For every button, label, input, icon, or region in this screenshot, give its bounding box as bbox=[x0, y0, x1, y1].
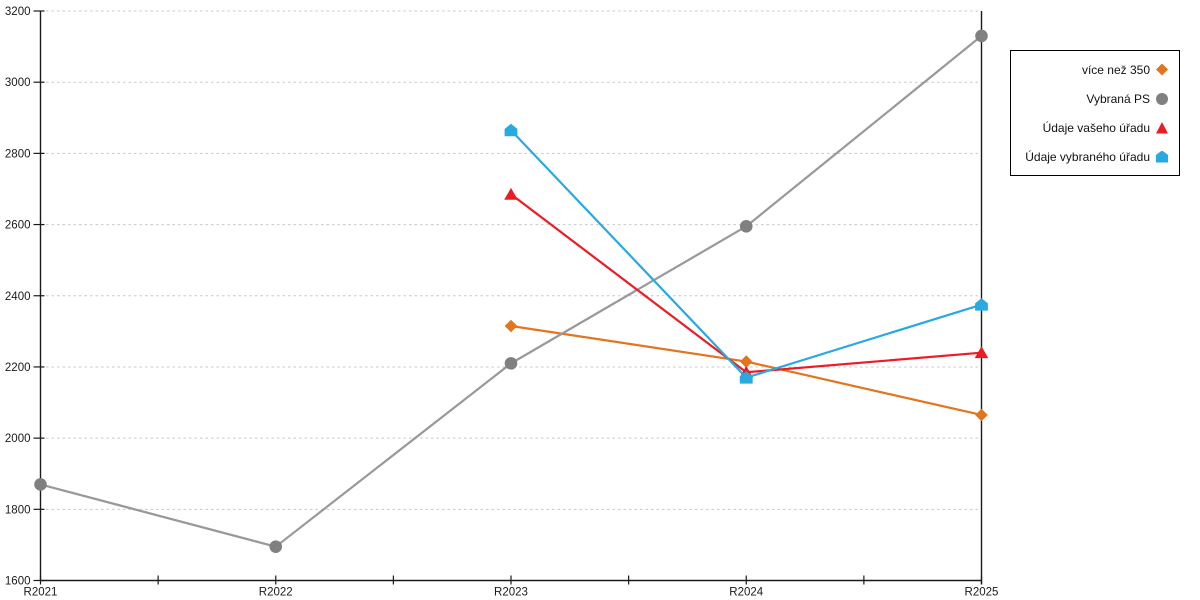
x-axis-label: R2025 bbox=[965, 587, 999, 599]
legend-item-udaje-vaseho-uradu[interactable]: Údaje vašeho úřadu bbox=[1011, 113, 1179, 142]
data-point-pentagon-icon[interactable] bbox=[504, 123, 518, 137]
y-axis-label: 2400 bbox=[5, 291, 31, 303]
y-axis-label: 2800 bbox=[5, 148, 31, 160]
data-point-triangle-icon[interactable] bbox=[974, 346, 989, 359]
data-point-pentagon-icon[interactable] bbox=[739, 371, 753, 384]
data-point-circle-icon[interactable] bbox=[739, 220, 753, 233]
data-point-circle-icon[interactable] bbox=[975, 29, 988, 43]
x-axis-label: R2024 bbox=[729, 587, 763, 599]
legend-label: Vybraná PS bbox=[1086, 91, 1150, 106]
circle-icon bbox=[1156, 92, 1168, 105]
legend-label: více než 350 bbox=[1081, 62, 1150, 77]
data-point-circle-icon[interactable] bbox=[504, 357, 518, 370]
y-axis-label: 1600 bbox=[5, 576, 31, 588]
data-point-diamond-icon[interactable] bbox=[975, 408, 988, 422]
legend-label: Údaje vašeho úřadu bbox=[1042, 120, 1150, 135]
y-axis-label: 3000 bbox=[5, 77, 31, 89]
data-point-pentagon-icon[interactable] bbox=[975, 298, 988, 311]
y-axis-label: 3200 bbox=[5, 6, 31, 18]
diamond-icon bbox=[1156, 63, 1168, 76]
series-line-vybrana-ps bbox=[39, 34, 983, 548]
legend-item-udaje-vybraneho-uradu[interactable]: Údaje vybraného úřadu bbox=[1011, 142, 1179, 171]
series-line-udaje-vybraneho-uradu bbox=[509, 129, 983, 379]
legend-item-vybrana-ps[interactable]: Vybraná PS bbox=[1011, 84, 1179, 113]
x-axis-label: R2021 bbox=[24, 587, 58, 599]
data-point-circle-icon[interactable] bbox=[269, 540, 283, 553]
legend-item-vice-nez-350[interactable]: více než 350 bbox=[1011, 55, 1179, 84]
data-point-diamond-icon[interactable] bbox=[504, 319, 518, 333]
pentagon-icon bbox=[1156, 150, 1168, 163]
y-axis-label: 1800 bbox=[5, 504, 31, 516]
y-axis-label: 2000 bbox=[5, 433, 31, 445]
y-axis-label: 2200 bbox=[5, 362, 31, 374]
data-point-circle-icon[interactable] bbox=[34, 478, 47, 491]
triangle-icon bbox=[1156, 121, 1168, 134]
data-point-diamond-icon[interactable] bbox=[739, 355, 753, 368]
y-axis-label: 2600 bbox=[5, 220, 31, 232]
legend: více než 350 Vybraná PS Údaje vašeho úřadu… bbox=[1010, 50, 1180, 176]
x-axis-label: R2023 bbox=[494, 587, 528, 599]
x-axis-label: R2022 bbox=[259, 587, 293, 599]
data-point-triangle-icon[interactable] bbox=[504, 187, 518, 200]
legend-label: Údaje vybraného úřadu bbox=[1025, 149, 1150, 164]
